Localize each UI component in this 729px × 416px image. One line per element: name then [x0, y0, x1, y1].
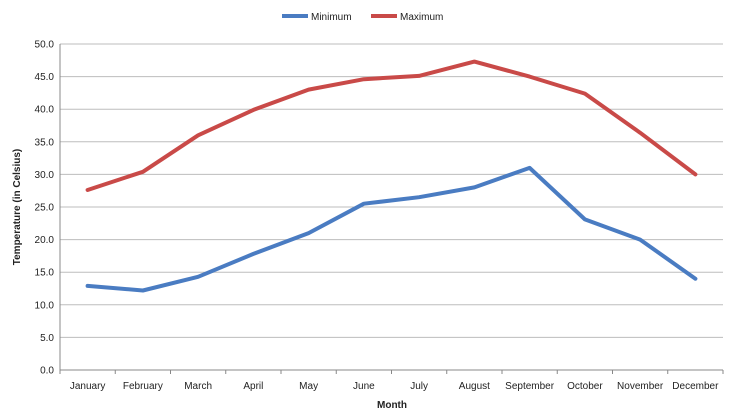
y-tick-label: 0.0 [40, 366, 54, 377]
x-tick-label: February [123, 381, 163, 392]
legend-label-minimum: Minimum [311, 12, 352, 23]
y-tick-label: 30.0 [35, 170, 55, 181]
y-tick-label: 10.0 [35, 300, 55, 311]
gridlines [59, 43, 723, 371]
y-tick-label: 5.0 [40, 333, 54, 344]
x-tick-label: December [672, 381, 719, 392]
x-tick-label: November [617, 381, 664, 392]
y-axis-title: Temperature (in Celsius) [12, 149, 23, 266]
y-tick-label: 45.0 [35, 72, 55, 83]
x-axis-title: Month [377, 400, 407, 411]
x-tick-label: August [459, 381, 490, 392]
y-tick-label: 50.0 [35, 40, 55, 51]
x-tick-label: January [70, 381, 106, 392]
y-tick-label: 20.0 [35, 235, 55, 246]
x-tick-label: September [505, 381, 555, 392]
y-tick-label: 35.0 [35, 137, 55, 148]
y-axis-ticks: 0.0 5.0 10.0 15.0 20.0 25.0 30.0 35.0 40.0 45.0 50… [35, 40, 55, 377]
legend: Minimum Maximum [282, 12, 443, 23]
y-tick-label: 15.0 [35, 268, 55, 279]
series-line-maximum [85, 59, 698, 192]
y-tick-label: 40.0 [35, 105, 55, 116]
x-tick-label: May [299, 381, 318, 392]
series-lines [85, 59, 698, 293]
x-tick-label: October [567, 381, 603, 392]
x-tick-label: March [184, 381, 212, 392]
x-tick-label: April [243, 381, 263, 392]
x-tick-label: June [353, 381, 375, 392]
x-axis-ticks: January February March April May June July Augu… [59, 370, 724, 392]
x-tick-label: July [410, 381, 428, 392]
y-tick-label: 25.0 [35, 203, 55, 214]
series-line-minimum [85, 165, 698, 293]
legend-label-maximum: Maximum [400, 12, 443, 23]
